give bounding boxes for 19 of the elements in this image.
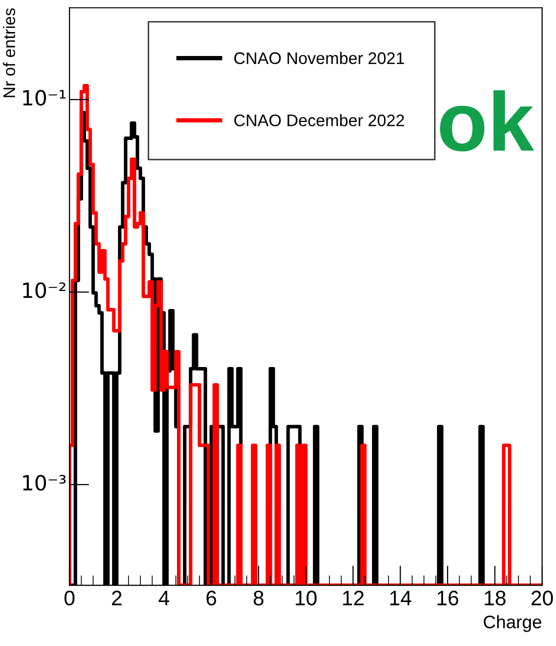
x-tick-label: 6 <box>206 590 216 606</box>
x-tick-label: 4 <box>158 590 170 606</box>
legend-label: CNAO December 2022 <box>234 114 404 126</box>
y-tick-label: 10⁻¹ <box>23 90 66 106</box>
x-tick-label: 14 <box>390 590 412 606</box>
x-tick-label: 18 <box>484 590 506 606</box>
x-tick-label: 2 <box>112 590 122 606</box>
x-tick-label: 20 <box>532 590 553 606</box>
y-axis-title: Nr of entries <box>2 8 16 98</box>
x-tick-label: 16 <box>438 590 458 606</box>
x-tick-label: 0 <box>64 590 74 606</box>
x-tick-label: 12 <box>343 590 364 606</box>
y-tick-label: 10⁻³ <box>23 474 66 491</box>
annotation: ok <box>440 90 534 152</box>
x-tick-label: 10 <box>296 590 317 606</box>
legend-label: CNAO November 2021 <box>234 52 404 64</box>
y-tick-label: 10⁻² <box>23 282 66 298</box>
x-tick-label: 8 <box>254 590 264 606</box>
x-axis-title: Charge <box>484 615 542 632</box>
